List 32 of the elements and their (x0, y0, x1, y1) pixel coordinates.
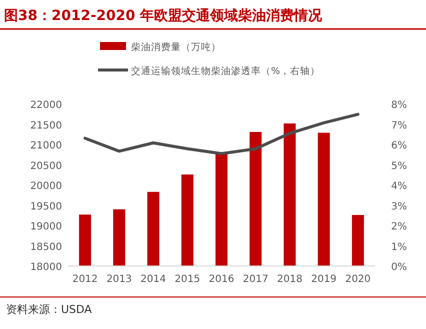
legend-label: 柴油消费量（万吨） (131, 41, 221, 53)
y2-tick-label: 7% (391, 120, 407, 132)
text: 资料来源：USDA (6, 303, 92, 316)
x-tick-label: 2012 (72, 274, 98, 285)
y-tick-label: 20500 (30, 160, 62, 172)
line-series (84, 112, 360, 156)
y2-tick-label: 2% (391, 222, 407, 232)
x-tick-label: 2020 (345, 274, 371, 285)
y-tick-label: 19500 (30, 201, 62, 212)
y-tick-label: 21000 (30, 140, 62, 152)
y2-tick-label: 0% (391, 262, 407, 273)
y2-tick-label: 5% (391, 160, 407, 172)
x-tick-label: 2013 (106, 274, 132, 285)
x-tick-label: 2014 (140, 274, 166, 285)
y2-tick-label: 3% (391, 201, 407, 212)
y2-tick-label: 1% (391, 242, 407, 253)
y2-tick-label: 8% (391, 100, 407, 111)
x-tick-label: 2017 (242, 274, 268, 285)
y-tick-label: 19000 (30, 222, 62, 232)
x-tick-label: 2016 (208, 274, 234, 285)
chart-title: 图38：2012-2020 年欧盟交通领域柴油消费情况 (4, 7, 324, 24)
x-tick-label: 2015 (174, 274, 200, 285)
y2-tick-label: 6% (391, 140, 407, 152)
x-tick-label: 2018 (276, 274, 302, 285)
y2-tick-label: 4% (391, 181, 407, 192)
y-tick-label: 18000 (30, 262, 62, 273)
y-tick-label: 22000 (30, 100, 62, 111)
y-tick-label: 21500 (30, 120, 62, 132)
x-tick-label: 2019 (311, 274, 337, 285)
y-tick-label: 18500 (30, 242, 62, 253)
legend-label: 交通运输领域生物柴油渗透率（%，右轴） (131, 65, 320, 77)
y-tick-label: 20000 (30, 181, 62, 192)
